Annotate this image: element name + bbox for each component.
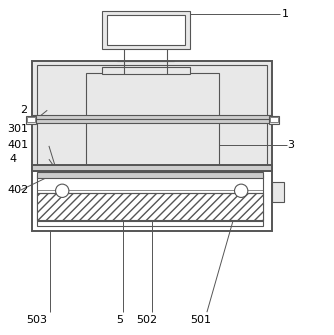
Text: 501: 501	[190, 315, 211, 325]
Bar	[86, 73, 218, 166]
Bar	[269, 116, 279, 124]
Bar	[179, 167, 186, 171]
Bar	[270, 117, 278, 122]
Bar	[210, 167, 218, 171]
Bar	[115, 167, 122, 171]
Text: 3: 3	[287, 140, 294, 150]
Bar	[195, 167, 202, 171]
Bar	[147, 167, 154, 171]
Text: 503: 503	[26, 315, 47, 325]
Bar	[37, 65, 268, 166]
Text: 301: 301	[7, 124, 28, 134]
Bar	[27, 117, 35, 122]
Bar	[26, 116, 36, 124]
Bar	[37, 172, 263, 178]
Bar	[37, 193, 263, 220]
Bar	[163, 167, 170, 171]
Text: 2: 2	[20, 105, 27, 115]
Bar	[32, 117, 272, 123]
Bar	[32, 115, 272, 119]
Bar	[99, 167, 106, 171]
Bar	[107, 15, 185, 45]
Text: 1: 1	[282, 9, 289, 19]
Text: 402: 402	[7, 185, 29, 195]
Circle shape	[234, 184, 248, 197]
Bar	[37, 193, 263, 220]
Bar	[102, 11, 190, 50]
Bar	[32, 172, 272, 231]
Bar	[102, 67, 190, 74]
Circle shape	[55, 184, 69, 197]
Text: 401: 401	[7, 140, 28, 150]
Text: 502: 502	[137, 315, 158, 325]
Bar	[37, 176, 263, 226]
Text: 5: 5	[116, 315, 123, 325]
Bar	[32, 165, 272, 171]
Bar	[32, 61, 272, 171]
Bar	[131, 167, 138, 171]
Bar	[272, 183, 285, 202]
Text: 4: 4	[9, 154, 16, 164]
